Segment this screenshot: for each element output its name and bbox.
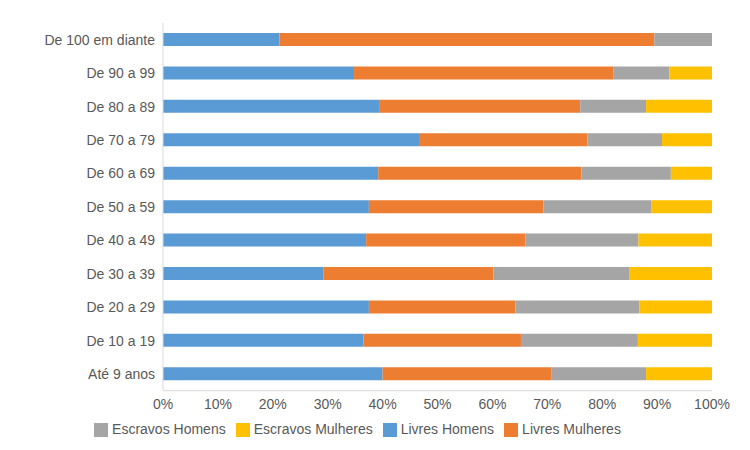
svg-text:70%: 70% (533, 396, 561, 412)
svg-text:De 90 a 99: De 90 a 99 (87, 65, 156, 81)
svg-text:20%: 20% (259, 396, 287, 412)
svg-text:De 60 a 69: De 60 a 69 (87, 165, 156, 181)
svg-text:De 70 a 79: De 70 a 79 (87, 132, 156, 148)
html-text:Escravos Homens: Escravos Homens (112, 420, 226, 437)
svg-text:0%: 0% (153, 396, 173, 412)
html-text:Livres Mulheres: Livres Mulheres (522, 420, 621, 437)
svg-text:De 20 a 29: De 20 a 29 (87, 299, 156, 315)
svg-text:De 50 a 59: De 50 a 59 (87, 199, 156, 215)
svg-text:90%: 90% (643, 396, 671, 412)
svg-text:60%: 60% (478, 396, 506, 412)
svg-text:De 10 a 19: De 10 a 19 (87, 333, 156, 349)
svg-text:De 100 em diante: De 100 em diante (44, 32, 155, 48)
svg-text:30%: 30% (314, 396, 342, 412)
svg-text:10%: 10% (204, 396, 232, 412)
svg-text:100%: 100% (694, 396, 730, 412)
html-text:Livres Homens: Livres Homens (400, 420, 495, 437)
svg-text:De 80 a 89: De 80 a 89 (87, 99, 156, 115)
svg-text:50%: 50% (423, 396, 451, 412)
svg-text:Até 9 anos: Até 9 anos (88, 366, 155, 382)
svg-text:80%: 80% (588, 396, 616, 412)
svg-text:De 30 a 39: De 30 a 39 (87, 266, 156, 282)
html-text:Escravos Mulheres: Escravos Mulheres (253, 420, 373, 437)
svg-text:De 40 a 49: De 40 a 49 (87, 232, 156, 248)
svg-text:40%: 40% (369, 396, 397, 412)
